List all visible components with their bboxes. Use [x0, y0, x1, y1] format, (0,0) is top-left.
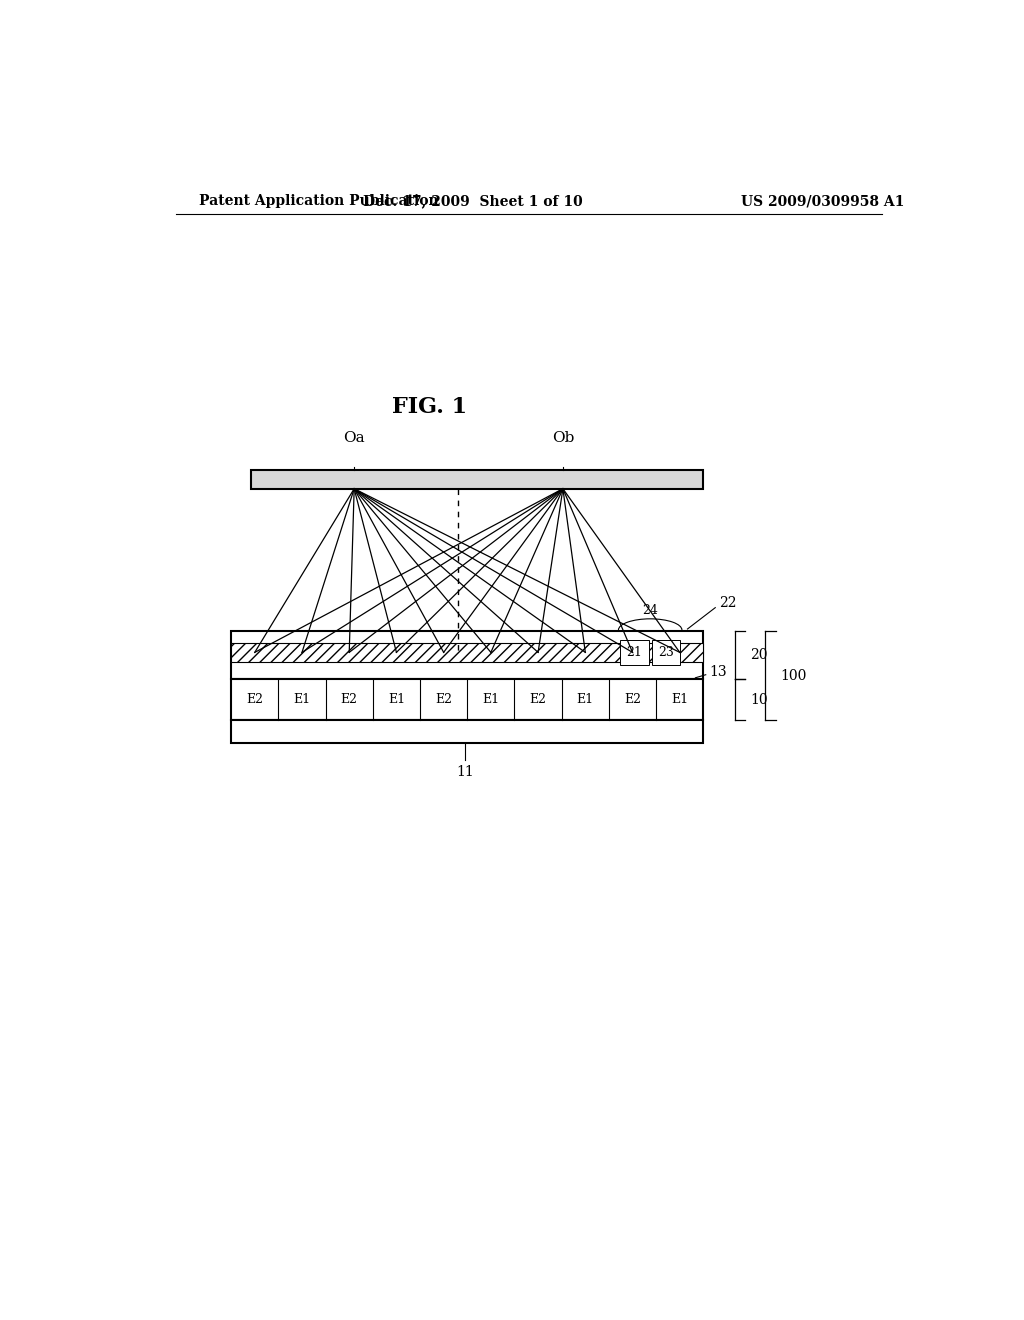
- FancyBboxPatch shape: [652, 640, 680, 664]
- Bar: [231, 643, 703, 661]
- Text: E2: E2: [624, 693, 641, 706]
- Text: E1: E1: [482, 693, 500, 706]
- Text: E1: E1: [671, 693, 688, 706]
- Text: E2: E2: [341, 693, 357, 706]
- Text: Patent Application Publication: Patent Application Publication: [200, 194, 439, 209]
- Bar: [231, 721, 703, 743]
- Bar: [251, 470, 703, 488]
- Text: 11: 11: [457, 766, 474, 779]
- Text: 10: 10: [751, 693, 768, 706]
- Text: Ob: Ob: [552, 432, 574, 445]
- Text: US 2009/0309958 A1: US 2009/0309958 A1: [740, 194, 904, 209]
- Text: Oa: Oa: [343, 432, 365, 445]
- Text: FIG. 1: FIG. 1: [392, 396, 467, 418]
- Text: 13: 13: [710, 665, 727, 678]
- Text: E2: E2: [247, 693, 263, 706]
- Text: Dec. 17, 2009  Sheet 1 of 10: Dec. 17, 2009 Sheet 1 of 10: [364, 194, 583, 209]
- Bar: [231, 631, 703, 678]
- Text: 22: 22: [719, 595, 736, 610]
- Bar: [231, 678, 703, 721]
- Text: 100: 100: [780, 669, 807, 682]
- Text: E1: E1: [577, 693, 594, 706]
- Text: 23: 23: [658, 645, 674, 659]
- Text: E1: E1: [294, 693, 310, 706]
- Text: 24: 24: [642, 605, 658, 618]
- Text: E2: E2: [529, 693, 547, 706]
- Text: 20: 20: [751, 648, 768, 661]
- Text: E2: E2: [435, 693, 453, 706]
- FancyBboxPatch shape: [620, 640, 648, 664]
- Text: 21: 21: [627, 645, 642, 659]
- Text: E1: E1: [388, 693, 406, 706]
